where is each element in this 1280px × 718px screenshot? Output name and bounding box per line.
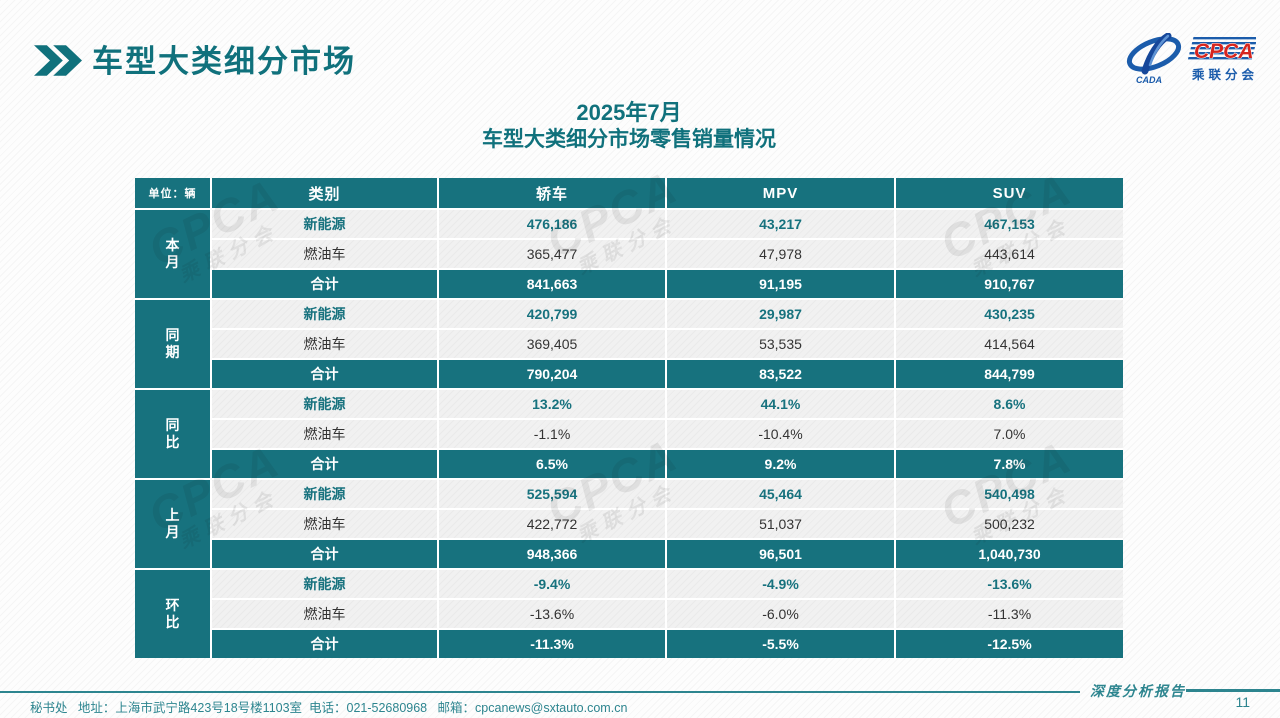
page-title: 车型大类细分市场 xyxy=(92,44,356,79)
row-group-label-char: 比 xyxy=(165,434,180,450)
value-cell: 476,186 xyxy=(439,210,665,238)
value-cell: 430,235 xyxy=(896,300,1123,328)
value-cell: 7.0% xyxy=(896,420,1123,448)
unit-label: 单位：辆 xyxy=(135,178,210,208)
row-group-label: 同期 xyxy=(135,300,210,388)
value-cell: -10.4% xyxy=(667,420,894,448)
value-cell: -11.3% xyxy=(439,630,665,658)
value-cell: 8.6% xyxy=(896,390,1123,418)
value-cell: 467,153 xyxy=(896,210,1123,238)
column-header: 类别 xyxy=(212,178,437,208)
value-cell: 500,232 xyxy=(896,510,1123,538)
value-cell: 45,464 xyxy=(667,480,894,508)
row-category: 燃油车 xyxy=(212,510,437,538)
cada-label: CADA xyxy=(1136,75,1162,85)
row-group-label: 同比 xyxy=(135,390,210,478)
value-cell: 6.5% xyxy=(439,450,665,478)
value-cell: -6.0% xyxy=(667,600,894,628)
row-category: 燃油车 xyxy=(212,240,437,268)
row-category: 合计 xyxy=(212,450,437,478)
row-category: 合计 xyxy=(212,270,437,298)
row-group-label-char: 月 xyxy=(165,524,180,540)
row-group-label-char: 环 xyxy=(165,597,180,614)
value-cell: 540,498 xyxy=(896,480,1123,508)
table-title-line2: 车型大类细分市场零售销量情况 xyxy=(482,128,776,152)
value-cell: 47,978 xyxy=(667,240,894,268)
table-title-line1: 2025年7月 xyxy=(576,100,682,125)
value-cell: 910,767 xyxy=(896,270,1123,298)
row-category: 燃油车 xyxy=(212,420,437,448)
cpca-logo-emblem-icon: CADA xyxy=(1126,33,1182,85)
row-category: 新能源 xyxy=(212,570,437,598)
row-category: 燃油车 xyxy=(212,600,437,628)
value-cell: -9.4% xyxy=(439,570,665,598)
value-cell: -1.1% xyxy=(439,420,665,448)
value-cell: 790,204 xyxy=(439,360,665,388)
value-cell: 43,217 xyxy=(667,210,894,238)
row-group-label-char: 月 xyxy=(165,254,180,270)
value-cell: 83,522 xyxy=(667,360,894,388)
row-group-label-char: 比 xyxy=(165,614,180,630)
row-group-label-char: 本 xyxy=(165,237,180,254)
value-cell: 841,663 xyxy=(439,270,665,298)
value-cell: 91,195 xyxy=(667,270,894,298)
sales-table: 单位：辆 类别 轿车 MPV SUV 本月新能源 476,186 43,217 467,153 燃… xyxy=(135,178,1123,658)
value-cell: 948,366 xyxy=(439,540,665,568)
report-type-label: 深度分析报告 xyxy=(1090,685,1186,700)
row-group-label: 本月 xyxy=(135,210,210,298)
row-category: 新能源 xyxy=(212,210,437,238)
table-title: 2025年7月 车型大类细分市场零售销量情况 xyxy=(135,100,1123,154)
value-cell: -11.3% xyxy=(896,600,1123,628)
row-category: 新能源 xyxy=(212,390,437,418)
page-number: 11 xyxy=(1235,694,1250,710)
row-group-label-char: 期 xyxy=(165,344,180,360)
value-cell: 13.2% xyxy=(439,390,665,418)
value-cell: 53,535 xyxy=(667,330,894,358)
value-cell: -13.6% xyxy=(439,600,665,628)
value-cell: 1,040,730 xyxy=(896,540,1123,568)
value-cell: 420,799 xyxy=(439,300,665,328)
value-cell: -4.9% xyxy=(667,570,894,598)
cpca-logo-wordmark: CPCA 乘联分会 xyxy=(1187,37,1256,82)
value-cell: 29,987 xyxy=(667,300,894,328)
row-group-label-char: 同 xyxy=(165,327,180,344)
value-cell: -5.5% xyxy=(667,630,894,658)
value-cell: 365,477 xyxy=(439,240,665,268)
row-category: 新能源 xyxy=(212,300,437,328)
value-cell: 7.8% xyxy=(896,450,1123,478)
row-group-label-char: 同 xyxy=(165,417,180,434)
double-chevron-icon xyxy=(34,45,82,76)
value-cell: 422,772 xyxy=(439,510,665,538)
value-cell: -13.6% xyxy=(896,570,1123,598)
row-category: 合计 xyxy=(212,540,437,568)
value-cell: 9.2% xyxy=(667,450,894,478)
footer-divider-left xyxy=(0,691,1080,693)
value-cell: 414,564 xyxy=(896,330,1123,358)
value-cell: 96,501 xyxy=(667,540,894,568)
value-cell: 369,405 xyxy=(439,330,665,358)
cpca-wordmark: CPCA xyxy=(1194,40,1254,63)
column-header: 轿车 xyxy=(439,178,665,208)
footer-contact-info: 秘书处 地址：上海市武宁路423号18号楼1103室 电话：021-526809… xyxy=(30,701,628,715)
value-cell: 44.1% xyxy=(667,390,894,418)
value-cell: 525,594 xyxy=(439,480,665,508)
value-cell: -12.5% xyxy=(896,630,1123,658)
row-category: 燃油车 xyxy=(212,330,437,358)
value-cell: 51,037 xyxy=(667,510,894,538)
value-cell: 443,614 xyxy=(896,240,1123,268)
row-category: 合计 xyxy=(212,630,437,658)
row-group-label: 上月 xyxy=(135,480,210,568)
speed-lines-icon xyxy=(1187,37,1256,60)
row-group-label-char: 上 xyxy=(165,507,180,524)
row-category: 新能源 xyxy=(212,480,437,508)
row-group-label: 环比 xyxy=(135,570,210,658)
row-category: 合计 xyxy=(212,360,437,388)
value-cell: 844,799 xyxy=(896,360,1123,388)
footer-divider-right xyxy=(1186,689,1280,692)
column-header: SUV xyxy=(896,178,1123,208)
cpca-chinese-name: 乘联分会 xyxy=(1191,67,1256,82)
cpca-logo: CADA CPCA 乘联分会 xyxy=(1126,33,1256,85)
column-header: MPV xyxy=(667,178,894,208)
